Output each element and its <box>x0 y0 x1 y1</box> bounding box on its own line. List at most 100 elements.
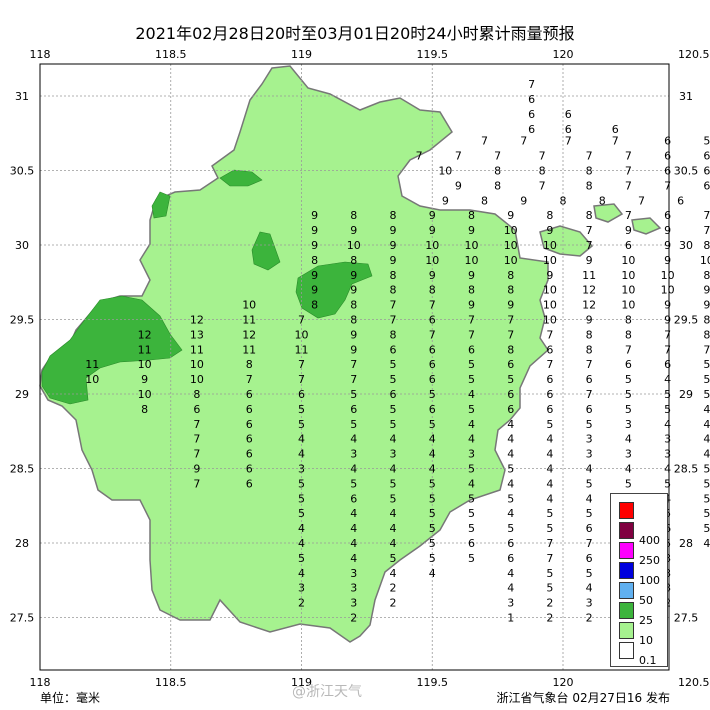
station-value: 4 <box>507 567 514 580</box>
station-value: 8 <box>390 284 397 297</box>
station-value: 10 <box>425 254 439 267</box>
station-value: 3 <box>586 597 593 610</box>
station-value: 4 <box>298 537 305 550</box>
station-value: 8 <box>494 179 501 192</box>
station-value: 6 <box>703 179 710 192</box>
station-value: 8 <box>429 284 436 297</box>
station-value: 5 <box>350 477 357 490</box>
station-value: 4 <box>507 582 514 595</box>
lat-tick-label-left: 30 <box>15 239 29 252</box>
station-value: 4 <box>664 373 671 386</box>
station-value: 4 <box>468 418 475 431</box>
station-value: 8 <box>586 209 593 222</box>
station-value: 5 <box>586 418 593 431</box>
station-value: 8 <box>350 314 357 327</box>
lat-tick-label-right: 30.5 <box>674 165 699 178</box>
station-value: 10 <box>543 284 557 297</box>
station-value: 6 <box>246 463 253 476</box>
station-value: 6 <box>664 150 671 163</box>
station-value: 9 <box>311 269 318 282</box>
station-value: 7 <box>455 150 462 163</box>
station-value: 6 <box>528 108 535 121</box>
station-value: 11 <box>85 358 99 371</box>
station-value: 6 <box>612 123 619 136</box>
station-value: 4 <box>507 477 514 490</box>
station-value: 8 <box>246 358 253 371</box>
lat-tick-label-left: 29.5 <box>10 314 35 327</box>
station-value: 3 <box>625 448 632 461</box>
heavy-area-west <box>41 295 183 405</box>
station-value: 3 <box>390 448 397 461</box>
station-value: 5 <box>429 552 436 565</box>
station-value: 4 <box>468 433 475 446</box>
station-value: 5 <box>468 373 475 386</box>
issuer-label: 浙江省气象台 02月27日16 发布 <box>496 691 670 705</box>
station-value: 4 <box>390 522 397 535</box>
station-value: 6 <box>565 108 572 121</box>
station-value: 9 <box>546 269 553 282</box>
station-value: 10 <box>464 254 478 267</box>
station-value: 8 <box>141 403 148 416</box>
station-value: 7 <box>539 179 546 192</box>
legend-label: 100 <box>639 574 660 587</box>
station-value: 5 <box>703 507 710 520</box>
station-value: 6 <box>246 403 253 416</box>
legend-label: 400 <box>639 534 660 547</box>
station-value: 4 <box>429 433 436 446</box>
lat-tick-label-right: 28.5 <box>674 463 699 476</box>
station-value: 5 <box>468 522 475 535</box>
station-value: 6 <box>703 150 710 163</box>
station-value: 9 <box>390 239 397 252</box>
station-value: 5 <box>625 388 632 401</box>
station-value: 6 <box>507 403 514 416</box>
station-value: 2 <box>390 582 397 595</box>
station-value: 11 <box>295 343 309 356</box>
watermark-text: @浙江天气 <box>292 684 362 700</box>
station-value: 8 <box>703 269 710 282</box>
station-value: 4 <box>507 433 514 446</box>
station-value: 5 <box>298 507 305 520</box>
station-value: 7 <box>546 328 553 341</box>
station-value: 9 <box>703 299 710 312</box>
station-value: 11 <box>190 343 204 356</box>
station-value: 5 <box>625 477 632 490</box>
station-value: 6 <box>298 388 305 401</box>
station-value: 5 <box>298 403 305 416</box>
station-value: 7 <box>298 358 305 371</box>
station-value: 6 <box>664 165 671 178</box>
station-value: 2 <box>546 597 553 610</box>
station-value: 9 <box>703 284 710 297</box>
lat-tick-label-left: 28.5 <box>10 463 35 476</box>
station-value: 6 <box>429 403 436 416</box>
station-value: 12 <box>138 328 152 341</box>
station-value: 4 <box>703 433 710 446</box>
station-value: 12 <box>190 314 204 327</box>
station-value: 4 <box>546 433 553 446</box>
station-value: 8 <box>350 209 357 222</box>
station-value: 7 <box>298 314 305 327</box>
station-value: 4 <box>350 463 357 476</box>
station-value: 9 <box>141 373 148 386</box>
station-value: 6 <box>390 343 397 356</box>
lon-tick-label-top: 119.5 <box>417 48 449 61</box>
station-value: 3 <box>507 597 514 610</box>
station-value: 2 <box>298 597 305 610</box>
station-value: 7 <box>416 150 423 163</box>
station-value: 9 <box>390 224 397 237</box>
axis-tick-labels: 118118118.5118.5119119119.5119.512012012… <box>10 48 710 689</box>
station-value: 7 <box>703 209 710 222</box>
station-value: 4 <box>298 522 305 535</box>
station-value: 7 <box>625 179 632 192</box>
station-value: 8 <box>468 209 475 222</box>
station-value: 4 <box>350 552 357 565</box>
station-value: 5 <box>546 582 553 595</box>
station-value: 7 <box>193 477 200 490</box>
station-value: 5 <box>507 522 514 535</box>
lat-tick-label-left: 27.5 <box>10 612 35 625</box>
station-value: 6 <box>565 123 572 136</box>
station-value: 7 <box>350 373 357 386</box>
unit-label: 单位：毫米 <box>40 691 101 705</box>
station-value: 5 <box>429 507 436 520</box>
station-value: 6 <box>193 403 200 416</box>
